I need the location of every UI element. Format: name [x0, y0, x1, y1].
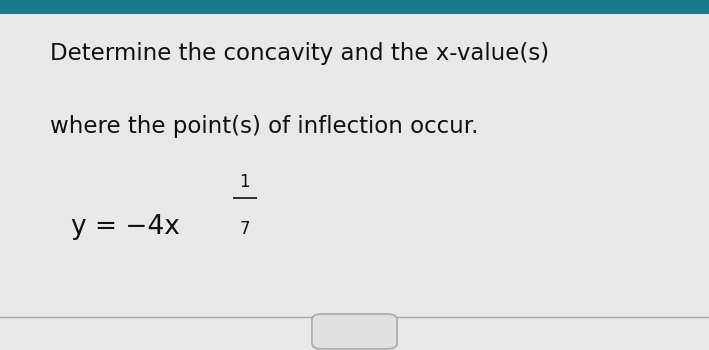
Text: 1: 1 — [240, 173, 250, 191]
Text: Determine the concavity and the x-value(s): Determine the concavity and the x-value(… — [50, 42, 549, 65]
Text: 7: 7 — [240, 220, 250, 238]
Text: •  •  •: • • • — [336, 318, 373, 328]
Text: y = −4x: y = −4x — [71, 215, 180, 240]
Text: where the point(s) of inflection occur.: where the point(s) of inflection occur. — [50, 116, 478, 139]
